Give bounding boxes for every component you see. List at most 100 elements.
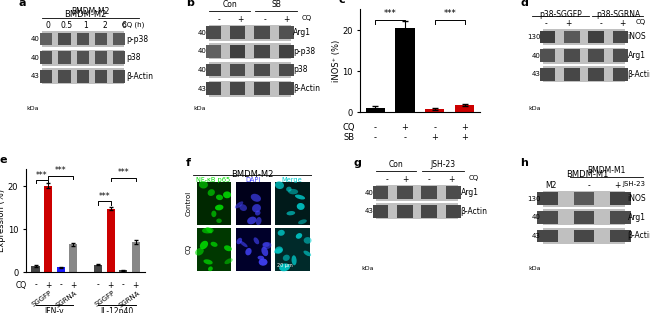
FancyBboxPatch shape [543,209,625,225]
Ellipse shape [247,217,257,224]
FancyBboxPatch shape [254,82,270,95]
Text: p38-SGGFP: p38-SGGFP [540,10,582,19]
FancyBboxPatch shape [42,68,124,84]
FancyBboxPatch shape [538,192,558,205]
Text: Arg1: Arg1 [460,188,478,197]
Bar [366,108,385,112]
Text: ***: *** [99,192,110,201]
FancyBboxPatch shape [376,185,458,201]
Y-axis label: Expression (%): Expression (%) [0,189,6,252]
FancyBboxPatch shape [42,49,124,66]
Bar [395,28,415,112]
Bar [132,242,140,272]
Text: -: - [404,133,406,142]
Text: 43: 43 [198,85,206,91]
Bar [425,109,445,112]
Text: 40: 40 [532,214,541,220]
Ellipse shape [206,227,213,233]
Text: -: - [122,280,125,290]
FancyBboxPatch shape [543,228,625,244]
Text: β-Actin: β-Actin [460,207,488,216]
Text: kDa: kDa [528,106,541,111]
Text: ***: *** [36,171,47,180]
Text: Con: Con [389,160,404,169]
FancyBboxPatch shape [197,182,231,225]
Ellipse shape [263,242,270,247]
FancyBboxPatch shape [610,229,630,242]
Ellipse shape [283,255,290,261]
FancyBboxPatch shape [77,33,89,45]
Text: β-Actin: β-Actin [293,84,320,93]
Ellipse shape [252,204,261,213]
FancyBboxPatch shape [205,26,221,39]
Ellipse shape [297,203,305,210]
FancyBboxPatch shape [95,51,107,64]
Text: 40: 40 [365,190,373,196]
FancyBboxPatch shape [236,228,270,271]
Text: e: e [0,155,7,165]
Text: -: - [374,123,377,132]
FancyBboxPatch shape [588,68,604,80]
Text: kDa: kDa [361,266,373,271]
Text: 40: 40 [198,30,206,36]
FancyBboxPatch shape [610,211,630,224]
Ellipse shape [261,247,268,256]
Ellipse shape [288,189,298,194]
Text: -: - [218,15,221,24]
Text: +: + [283,15,289,24]
FancyBboxPatch shape [376,203,458,219]
Bar [119,270,127,272]
Text: CQ: CQ [186,244,192,254]
Ellipse shape [275,246,283,254]
Text: a: a [19,0,27,8]
Text: +: + [238,15,244,24]
Text: BMDM-M1: BMDM-M1 [566,170,608,179]
Text: -: - [97,280,99,290]
FancyBboxPatch shape [278,82,294,95]
Text: SGGFP: SGGFP [93,290,116,308]
FancyBboxPatch shape [540,68,555,80]
Text: -: - [374,133,377,142]
FancyBboxPatch shape [209,62,291,78]
Ellipse shape [287,211,295,215]
FancyBboxPatch shape [421,186,437,199]
Text: +: + [432,133,438,142]
FancyBboxPatch shape [543,66,625,82]
Text: 1: 1 [83,21,88,30]
Ellipse shape [224,245,232,251]
FancyBboxPatch shape [95,70,107,83]
FancyBboxPatch shape [58,51,71,64]
FancyBboxPatch shape [58,33,71,45]
FancyBboxPatch shape [230,45,246,58]
FancyBboxPatch shape [209,44,291,59]
Text: Arg1: Arg1 [628,51,645,60]
Text: 130: 130 [527,196,541,202]
Text: 40: 40 [31,54,39,61]
Bar [107,209,115,272]
Text: JSH-23: JSH-23 [623,181,645,187]
Text: CQ: CQ [636,19,645,25]
FancyBboxPatch shape [236,182,270,225]
FancyBboxPatch shape [446,205,461,218]
FancyBboxPatch shape [543,191,625,207]
Text: 2: 2 [103,21,107,30]
Text: SGRNA: SGRNA [55,290,79,309]
Text: -: - [434,123,436,132]
Text: -: - [545,19,548,28]
Text: SB: SB [271,0,281,9]
Text: -: - [59,280,62,290]
Text: 43: 43 [532,71,541,77]
FancyBboxPatch shape [40,70,53,83]
Text: Merge: Merge [282,177,303,183]
Text: 43: 43 [31,73,39,79]
Ellipse shape [263,242,272,249]
Text: 40: 40 [532,53,541,59]
Text: +: + [402,175,409,184]
Ellipse shape [286,187,292,192]
FancyBboxPatch shape [58,70,71,83]
Ellipse shape [274,248,283,254]
Text: CQ: CQ [342,123,354,132]
Text: 40: 40 [31,36,39,42]
Text: 43: 43 [365,208,373,214]
FancyBboxPatch shape [278,45,294,58]
